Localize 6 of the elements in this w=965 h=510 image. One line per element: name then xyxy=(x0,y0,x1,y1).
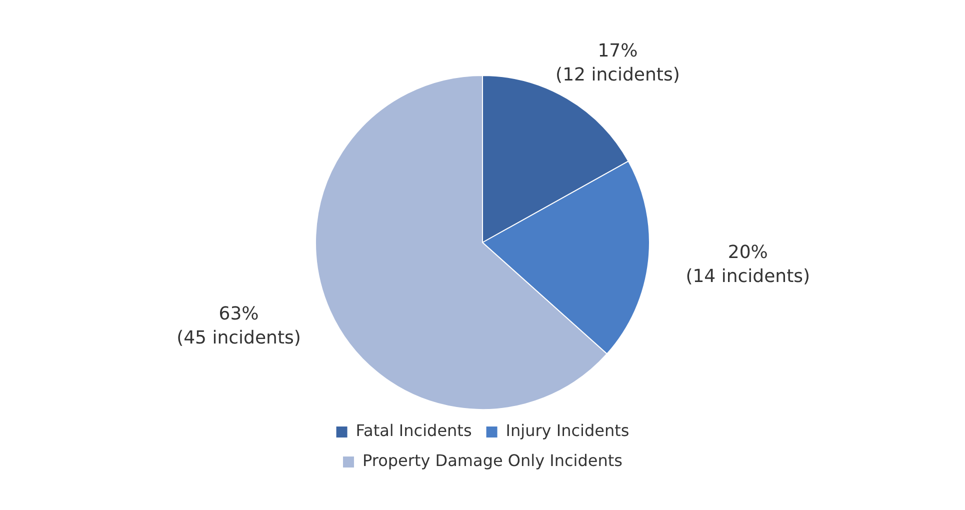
legend-label: Property Damage Only Incidents xyxy=(362,451,622,470)
legend-label: Injury Incidents xyxy=(506,421,630,440)
data-label: 63% (45 incidents) xyxy=(176,304,301,349)
legend-label: Fatal Incidents xyxy=(356,421,472,440)
data-label: 20% (14 incidents) xyxy=(686,242,810,288)
data-label: 17% (12 incidents) xyxy=(556,40,680,86)
